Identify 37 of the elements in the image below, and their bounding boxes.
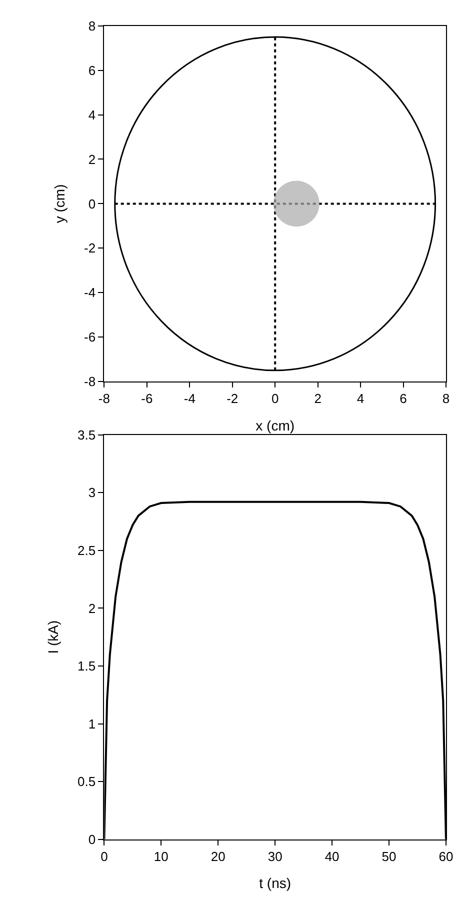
y-axis-title: I (kA): [45, 620, 62, 654]
y-tick-label: 3: [88, 485, 96, 500]
x-tick-label: 50: [382, 848, 396, 864]
y-tick-label: -6: [84, 330, 96, 345]
x-tick-label: 2: [314, 391, 322, 406]
x-tick-label: -6: [141, 391, 153, 406]
y-tick-label: 1.5: [78, 658, 96, 674]
y-tick-label: -8: [84, 374, 96, 390]
x-tick-label: 0: [271, 391, 279, 406]
y-tick-label: 2: [88, 152, 96, 167]
x-tick-label: 0: [100, 848, 108, 864]
x-tick-label: 30: [268, 848, 282, 864]
y-tick-label: 6: [88, 62, 96, 78]
y-tick-label: 0.5: [78, 774, 96, 790]
y-tick-label: -2: [84, 240, 96, 256]
x-tick-label: 40: [324, 848, 340, 864]
y-tick-label: 2.5: [78, 542, 96, 558]
x-tick-label: 6: [400, 391, 407, 406]
y-tick-label: 0: [88, 196, 96, 212]
y-tick-label: 3.5: [78, 427, 96, 442]
x-tick-label: 60: [438, 848, 454, 864]
x-tick-label: -4: [184, 391, 196, 406]
x-tick-label: 20: [210, 848, 226, 864]
x-tick-label: 10: [154, 848, 168, 864]
y-tick-label: 8: [88, 18, 96, 34]
y-tick-label: -4: [84, 285, 96, 300]
x-tick-label: -8: [98, 391, 110, 406]
y-axis-title: y (cm): [52, 184, 68, 224]
y-tick-label: 2: [88, 600, 96, 616]
x-tick-label: -2: [226, 391, 238, 406]
x-axis-title: x (cm): [256, 417, 295, 434]
x-tick-label: 4: [356, 391, 364, 406]
x-tick-label: 8: [442, 391, 450, 406]
y-tick-label: 0: [88, 832, 96, 847]
y-tick-label: 1: [88, 716, 96, 732]
y-tick-label: 4: [88, 107, 96, 122]
x-axis-title: t (ns): [259, 875, 292, 892]
